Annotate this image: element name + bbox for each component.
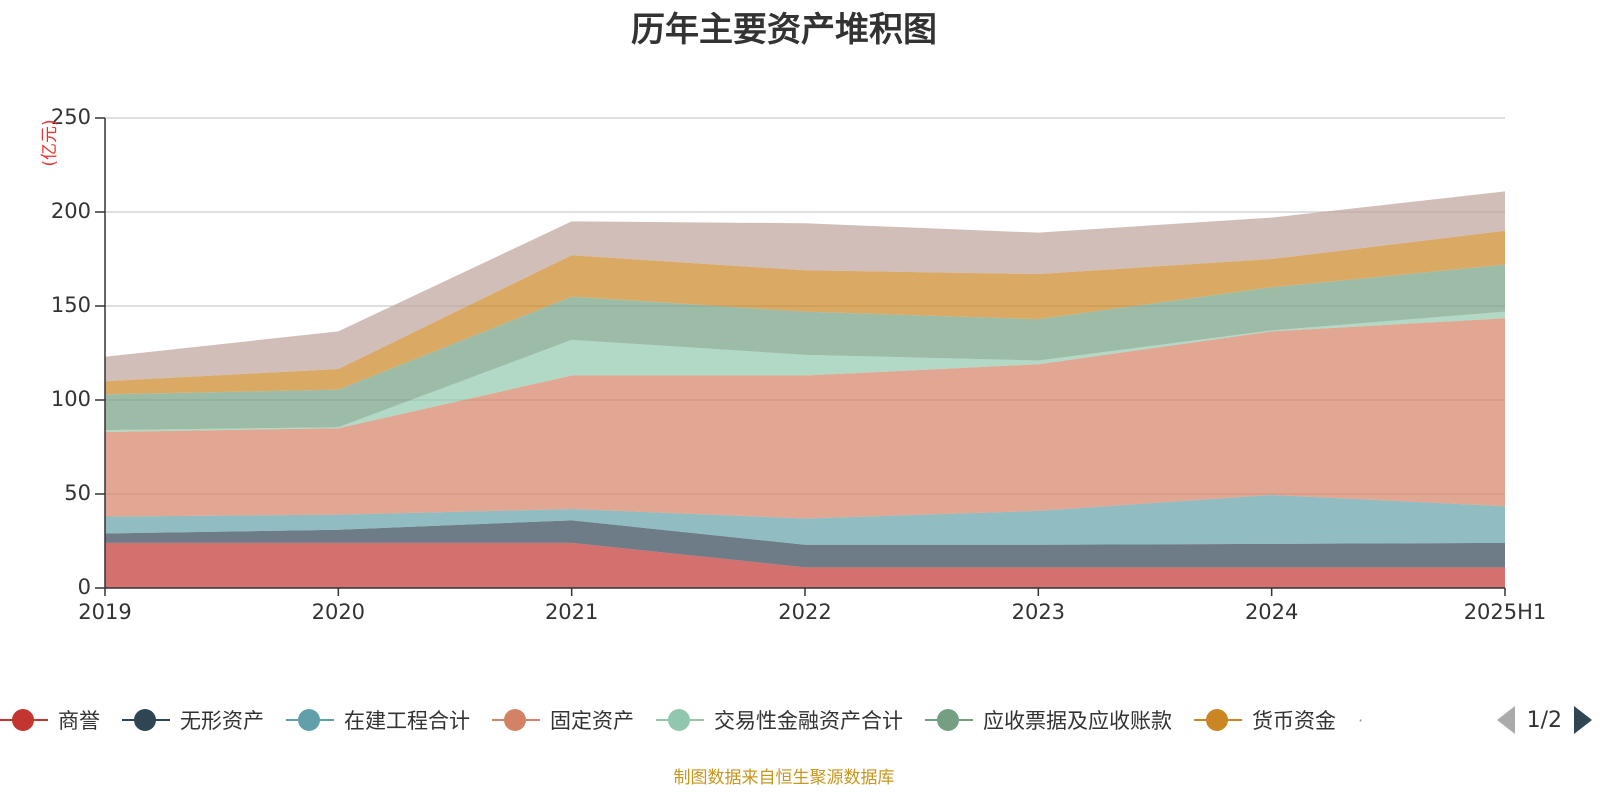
x-tick-label: 2021 <box>545 600 598 624</box>
legend-label: 在建工程合计 <box>344 709 470 733</box>
y-tick-label: 200 <box>51 199 91 223</box>
area-series-2[interactable] <box>105 494 1505 545</box>
legend-more-indicator: · <box>1358 710 1364 730</box>
legend-pager: 1/2 <box>1496 700 1592 740</box>
area-series-0[interactable] <box>105 542 1505 588</box>
legend-item[interactable]: 货币资金 <box>1194 705 1336 735</box>
area-series-3[interactable] <box>105 318 1505 519</box>
legend-label: 无形资产 <box>180 709 264 733</box>
axes: 0 50 100 150 200 250 2019 2020 2021 2022 2023 2024 2… <box>51 105 1546 624</box>
legend-swatch-icon <box>656 707 704 733</box>
x-tick-label: 2020 <box>312 600 365 624</box>
area-series <box>105 191 1505 588</box>
y-tick-label: 100 <box>51 387 91 411</box>
legend-items: 商誉 无形资产 在建工程合计 固定资产 交易性金融资产合计 应收票据及应收账款 货币资金 <box>0 705 1358 735</box>
area-series-4[interactable] <box>105 311 1505 432</box>
data-source-footer: 制图数据来自恒生聚源数据库 <box>673 768 895 788</box>
legend-label: 固定资产 <box>550 709 634 733</box>
legend-item[interactable]: 应收票据及应收账款 <box>925 705 1172 735</box>
x-tick-label: 2022 <box>778 600 831 624</box>
legend-label: 应收票据及应收账款 <box>983 709 1172 733</box>
y-tick-label: 0 <box>78 575 91 599</box>
chart-title: 历年主要资产堆积图 <box>631 10 937 50</box>
x-tick-label: 2019 <box>78 600 131 624</box>
y-tick-label: 250 <box>51 105 91 129</box>
legend-swatch-icon <box>925 707 973 733</box>
area-series-7[interactable] <box>105 191 1505 382</box>
legend-next-page-button[interactable] <box>1574 706 1592 734</box>
legend-item[interactable]: 固定资产 <box>492 705 634 735</box>
area-series-1[interactable] <box>105 520 1505 568</box>
legend-label: 商誉 <box>58 709 100 733</box>
legend-item[interactable]: 在建工程合计 <box>286 705 470 735</box>
legend-item[interactable]: 交易性金融资产合计 <box>656 705 903 735</box>
area-series-6[interactable] <box>105 230 1505 395</box>
legend-label: 货币资金 <box>1252 709 1336 733</box>
legend-swatch-icon <box>0 707 48 733</box>
legend-item[interactable]: 商誉 <box>0 705 100 735</box>
x-tick-label: 2025H1 <box>1464 600 1547 624</box>
legend-page-indicator: 1/2 <box>1526 707 1562 733</box>
chart-plot: 0 50 100 150 200 250 2019 2020 2021 2022 2023 2024 2… <box>40 105 1546 624</box>
legend: 商誉 无形资产 在建工程合计 固定资产 交易性金融资产合计 应收票据及应收账款 货币资金 ·… <box>0 700 1600 740</box>
area-series-5[interactable] <box>105 264 1505 431</box>
x-tick-label: 2023 <box>1012 600 1065 624</box>
legend-item[interactable]: 无形资产 <box>122 705 264 735</box>
legend-label: 交易性金融资产合计 <box>714 709 903 733</box>
x-tick-label: 2024 <box>1245 600 1298 624</box>
y-tick-label: 150 <box>51 293 91 317</box>
legend-prev-page-button[interactable] <box>1496 706 1515 734</box>
legend-swatch-icon <box>286 707 334 733</box>
legend-swatch-icon <box>1194 707 1242 733</box>
legend-swatch-icon <box>122 707 170 733</box>
y-axis-unit-label: (亿元) <box>40 119 60 166</box>
legend-swatch-icon <box>492 707 540 733</box>
y-tick-label: 50 <box>64 481 91 505</box>
